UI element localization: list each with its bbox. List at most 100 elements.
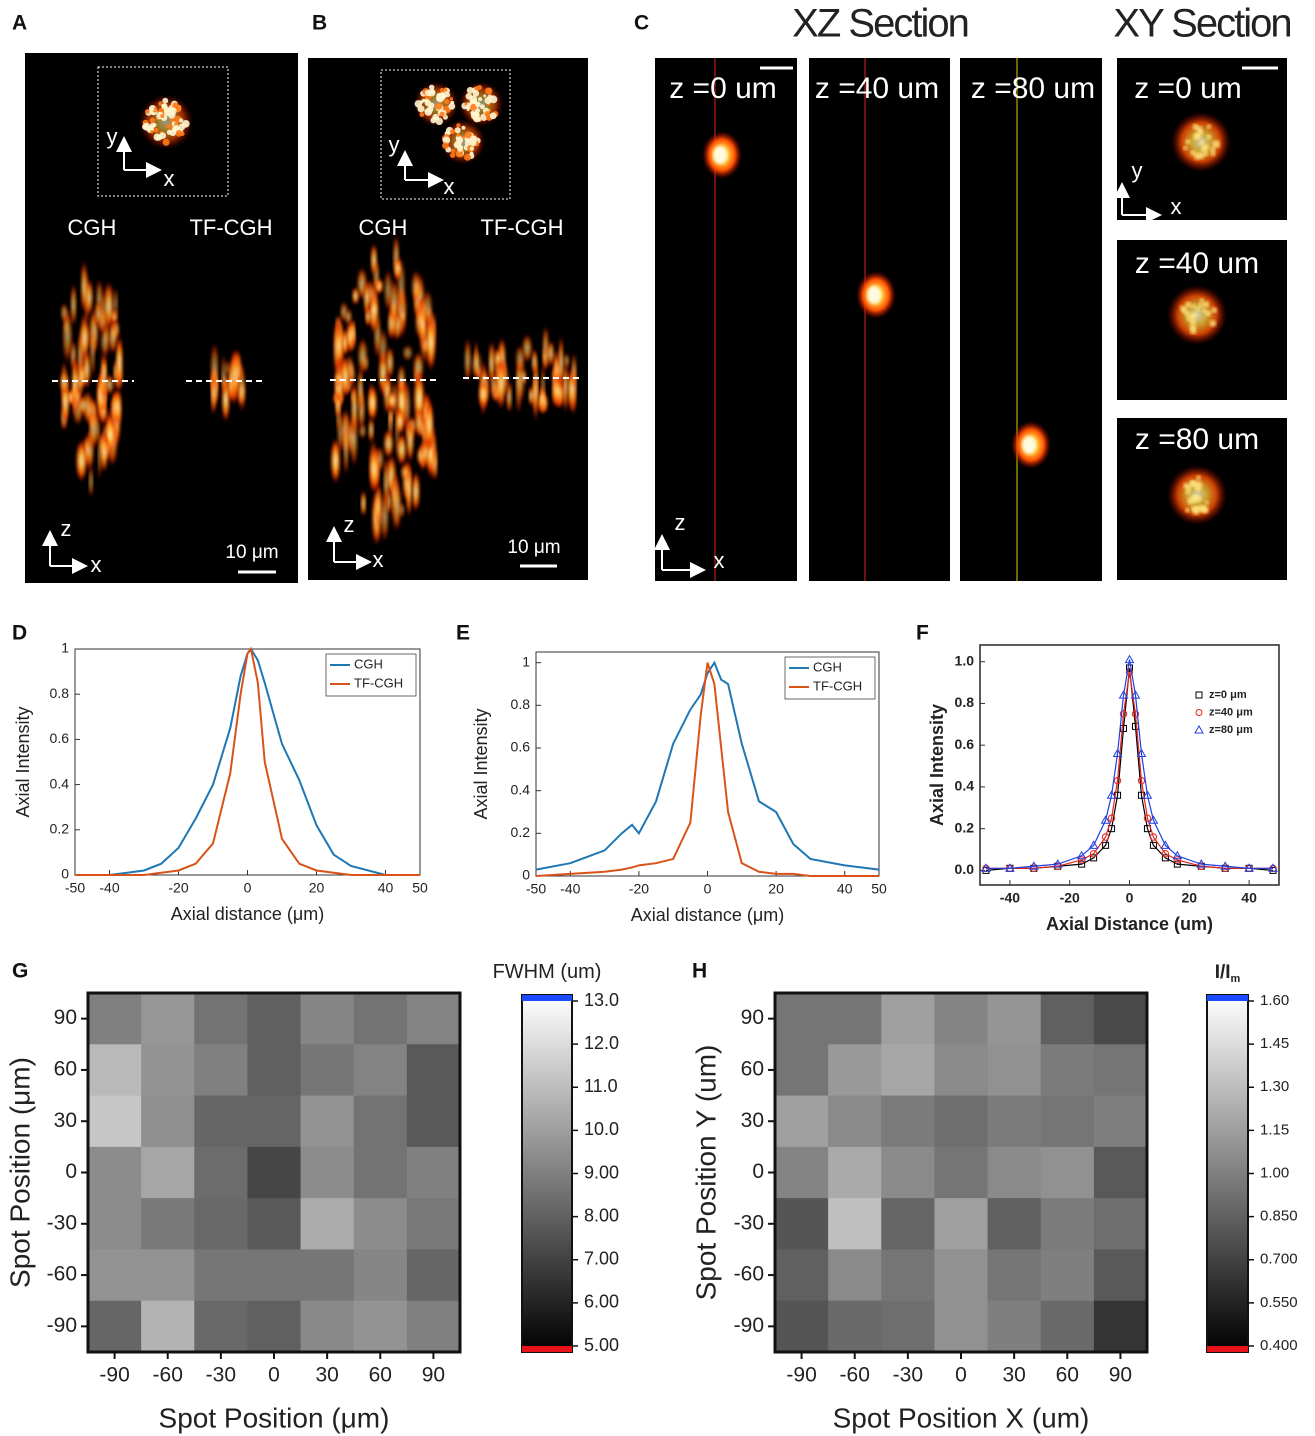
image <box>809 58 950 581</box>
speckle <box>464 102 468 106</box>
depth-label: z =40 um <box>1135 247 1259 280</box>
heat-cell <box>353 1095 408 1148</box>
speckle <box>343 420 349 477</box>
heat-cell <box>406 1044 461 1097</box>
heat-cell <box>300 1198 355 1250</box>
x-tick-label: 30 <box>1002 1364 1025 1387</box>
marker <box>1028 861 1039 870</box>
x-tick-label: -40 <box>1000 890 1020 906</box>
heat-cell <box>828 1249 882 1302</box>
heat-cell <box>1040 1146 1095 1199</box>
y-tick-label: 90 <box>741 1006 764 1029</box>
colorbar-cap-high <box>1207 995 1248 1001</box>
speckle <box>442 142 449 149</box>
x-tick-label: 40 <box>1241 890 1257 906</box>
heat-cell <box>775 1095 829 1148</box>
marker <box>1107 814 1116 822</box>
y-axis-label: Spot Position (μm) <box>4 1057 35 1288</box>
colorbar-tick-label: 0.400 <box>1260 1337 1298 1354</box>
colorbar-tick-label: 12.0 <box>584 1033 619 1053</box>
speckle <box>455 149 464 158</box>
heat-cell <box>247 1044 302 1097</box>
marker <box>1172 850 1183 860</box>
series-line <box>985 667 1274 871</box>
heat-cell <box>1040 1198 1095 1250</box>
speckle <box>400 463 410 481</box>
x-tick-label: 0 <box>1126 890 1134 906</box>
speckle <box>1191 303 1197 309</box>
speckle <box>1194 481 1203 490</box>
speckle <box>80 259 88 315</box>
colorbar-title: FWHM (um) <box>493 961 602 983</box>
heat-cell <box>1040 1300 1095 1353</box>
marker <box>1125 668 1134 676</box>
speckle <box>1211 307 1218 314</box>
heat-cell <box>247 1095 302 1148</box>
heat-cell <box>987 993 1042 1045</box>
heat-cell <box>1093 1249 1148 1302</box>
speckle <box>1183 145 1188 151</box>
heat-cell <box>300 1300 355 1353</box>
heat-cell <box>406 993 461 1045</box>
marker <box>1052 859 1063 868</box>
heat-cell <box>1093 1198 1148 1250</box>
x-tick-label: 40 <box>837 881 853 897</box>
heat-cell <box>353 993 408 1045</box>
speckle <box>1199 140 1205 146</box>
panel-letter: D <box>12 622 27 645</box>
speckle <box>360 489 367 518</box>
legend-label: z=40 μm <box>1209 706 1253 718</box>
speckle <box>368 416 375 444</box>
speckle <box>1205 500 1210 505</box>
y-tick-label: 0 <box>752 1160 764 1183</box>
marker <box>1196 859 1207 868</box>
heat-cell <box>353 1044 408 1097</box>
y-axis-label: Axial Intensity <box>13 706 33 817</box>
colorbar-tick-label: 1.00 <box>1260 1164 1289 1181</box>
speckle <box>182 120 190 128</box>
speckle <box>351 286 360 306</box>
speckle <box>472 90 480 97</box>
marker <box>1173 860 1181 868</box>
heat-cell <box>194 1300 248 1353</box>
speckle <box>363 278 371 317</box>
speckle <box>370 242 378 278</box>
speckle <box>1210 150 1216 157</box>
colorbar <box>1206 994 1249 1353</box>
x-tick-label: 0 <box>244 880 252 896</box>
marker <box>1137 776 1146 785</box>
x-tick-label: -40 <box>560 881 580 897</box>
speckle <box>396 432 407 467</box>
heat-cell <box>88 1095 142 1148</box>
marker <box>1149 841 1157 849</box>
speckle <box>417 105 425 113</box>
y-tick-label: 0.8 <box>955 694 975 710</box>
speckle <box>1195 306 1201 312</box>
speckle <box>1185 489 1191 495</box>
speckle <box>489 112 497 120</box>
x-tick-label: -20 <box>629 881 649 897</box>
speckle <box>153 127 159 133</box>
speckle <box>350 380 358 436</box>
speckle <box>473 111 480 118</box>
series-line <box>985 672 1274 869</box>
speckle <box>334 370 344 387</box>
speckle <box>1187 497 1195 505</box>
speckle <box>1199 505 1207 512</box>
marker <box>1101 833 1110 841</box>
x-tick-label: -90 <box>99 1364 129 1387</box>
colorbar-title-text: I/I <box>1215 962 1231 983</box>
speckle <box>75 438 88 483</box>
depth-label: z =40 um <box>815 72 939 105</box>
legend-label: TF-CGH <box>354 675 403 690</box>
speckle <box>1203 150 1209 157</box>
marker <box>981 863 991 872</box>
colorbar-tick-label: 1.30 <box>1260 1078 1289 1095</box>
speckle <box>435 102 443 110</box>
legend-box <box>325 653 417 697</box>
heat-cell <box>141 1249 195 1302</box>
x-tick-label: 50 <box>412 880 428 896</box>
inset-box <box>97 66 229 197</box>
speckle <box>383 268 393 313</box>
x-tick-label: -60 <box>840 1364 870 1387</box>
